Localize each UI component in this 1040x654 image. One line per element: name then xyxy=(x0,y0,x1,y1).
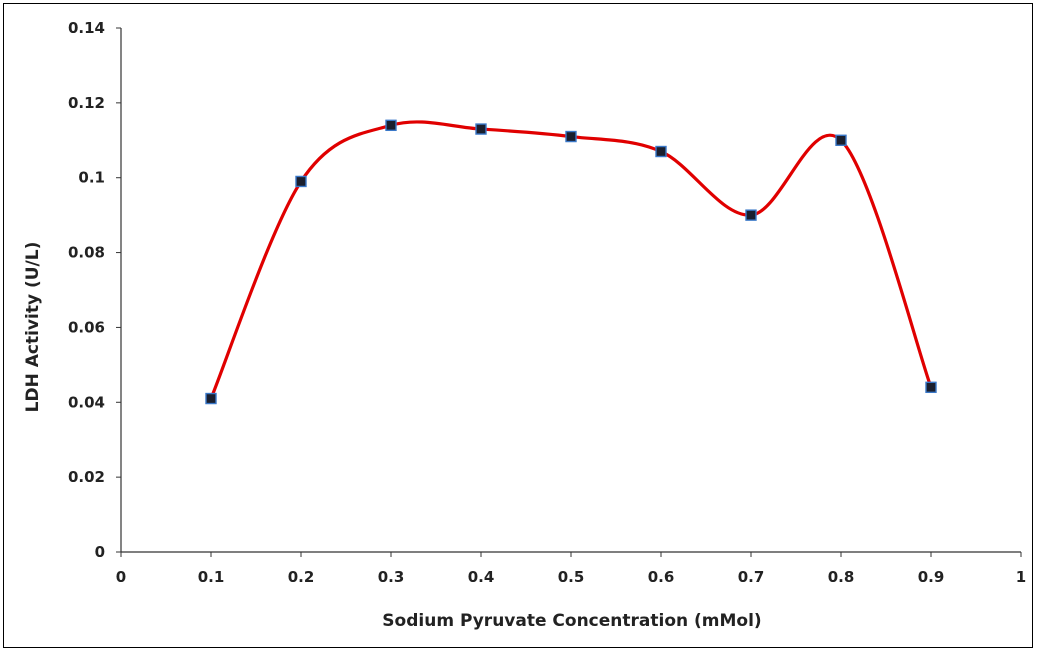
data-point-marker xyxy=(205,392,217,405)
x-tick-label: 0.6 xyxy=(648,568,675,586)
y-tick-label: 0.1 xyxy=(78,169,105,187)
x-tick-label: 0.2 xyxy=(288,568,315,586)
data-point-marker xyxy=(565,130,577,143)
x-tick-label: 0.3 xyxy=(378,568,405,586)
y-tick-label: 0.08 xyxy=(68,244,105,262)
y-tick-label: 0.04 xyxy=(68,393,105,411)
x-tick-label: 0.9 xyxy=(918,568,945,586)
data-point-marker xyxy=(745,209,757,221)
data-point-marker xyxy=(655,145,667,158)
x-tick-label: 0.8 xyxy=(828,568,855,586)
x-tick-label: 0 xyxy=(116,568,126,586)
y-axis-label: LDH Activity (U/L) xyxy=(23,242,43,413)
data-point-marker xyxy=(295,175,307,188)
x-axis-label: Sodium Pyruvate Concentration (mMol) xyxy=(382,611,761,631)
data-point-marker xyxy=(835,134,847,146)
x-tick-label: 0.7 xyxy=(738,568,765,586)
x-tick-label: 0.5 xyxy=(558,568,585,586)
series-line xyxy=(209,120,933,401)
y-tick-label: 0.12 xyxy=(68,94,105,112)
series-layer xyxy=(205,119,937,405)
data-point-marker xyxy=(475,123,487,135)
y-tick-label: 0 xyxy=(95,543,105,561)
data-point-marker xyxy=(925,381,937,394)
chart-frame xyxy=(3,3,1033,648)
y-tick-label: 0.06 xyxy=(68,318,105,336)
y-tick-labels: 0 0.02 0.04 0.06 0.08 0.1 0.12 0.14 xyxy=(68,19,121,561)
y-tick-label: 0.14 xyxy=(68,19,105,37)
axes xyxy=(120,28,1021,553)
x-tick-labels: 0 0.1 0.2 0.3 0.4 0.5 0.6 0.7 0.8 0.9 1 xyxy=(116,552,1026,586)
data-point-marker xyxy=(385,119,397,132)
y-tick-label: 0.02 xyxy=(68,468,105,486)
x-tick-label: 1 xyxy=(1016,568,1026,586)
x-tick-label: 0.1 xyxy=(198,568,225,586)
x-tick-label: 0.4 xyxy=(468,568,495,586)
